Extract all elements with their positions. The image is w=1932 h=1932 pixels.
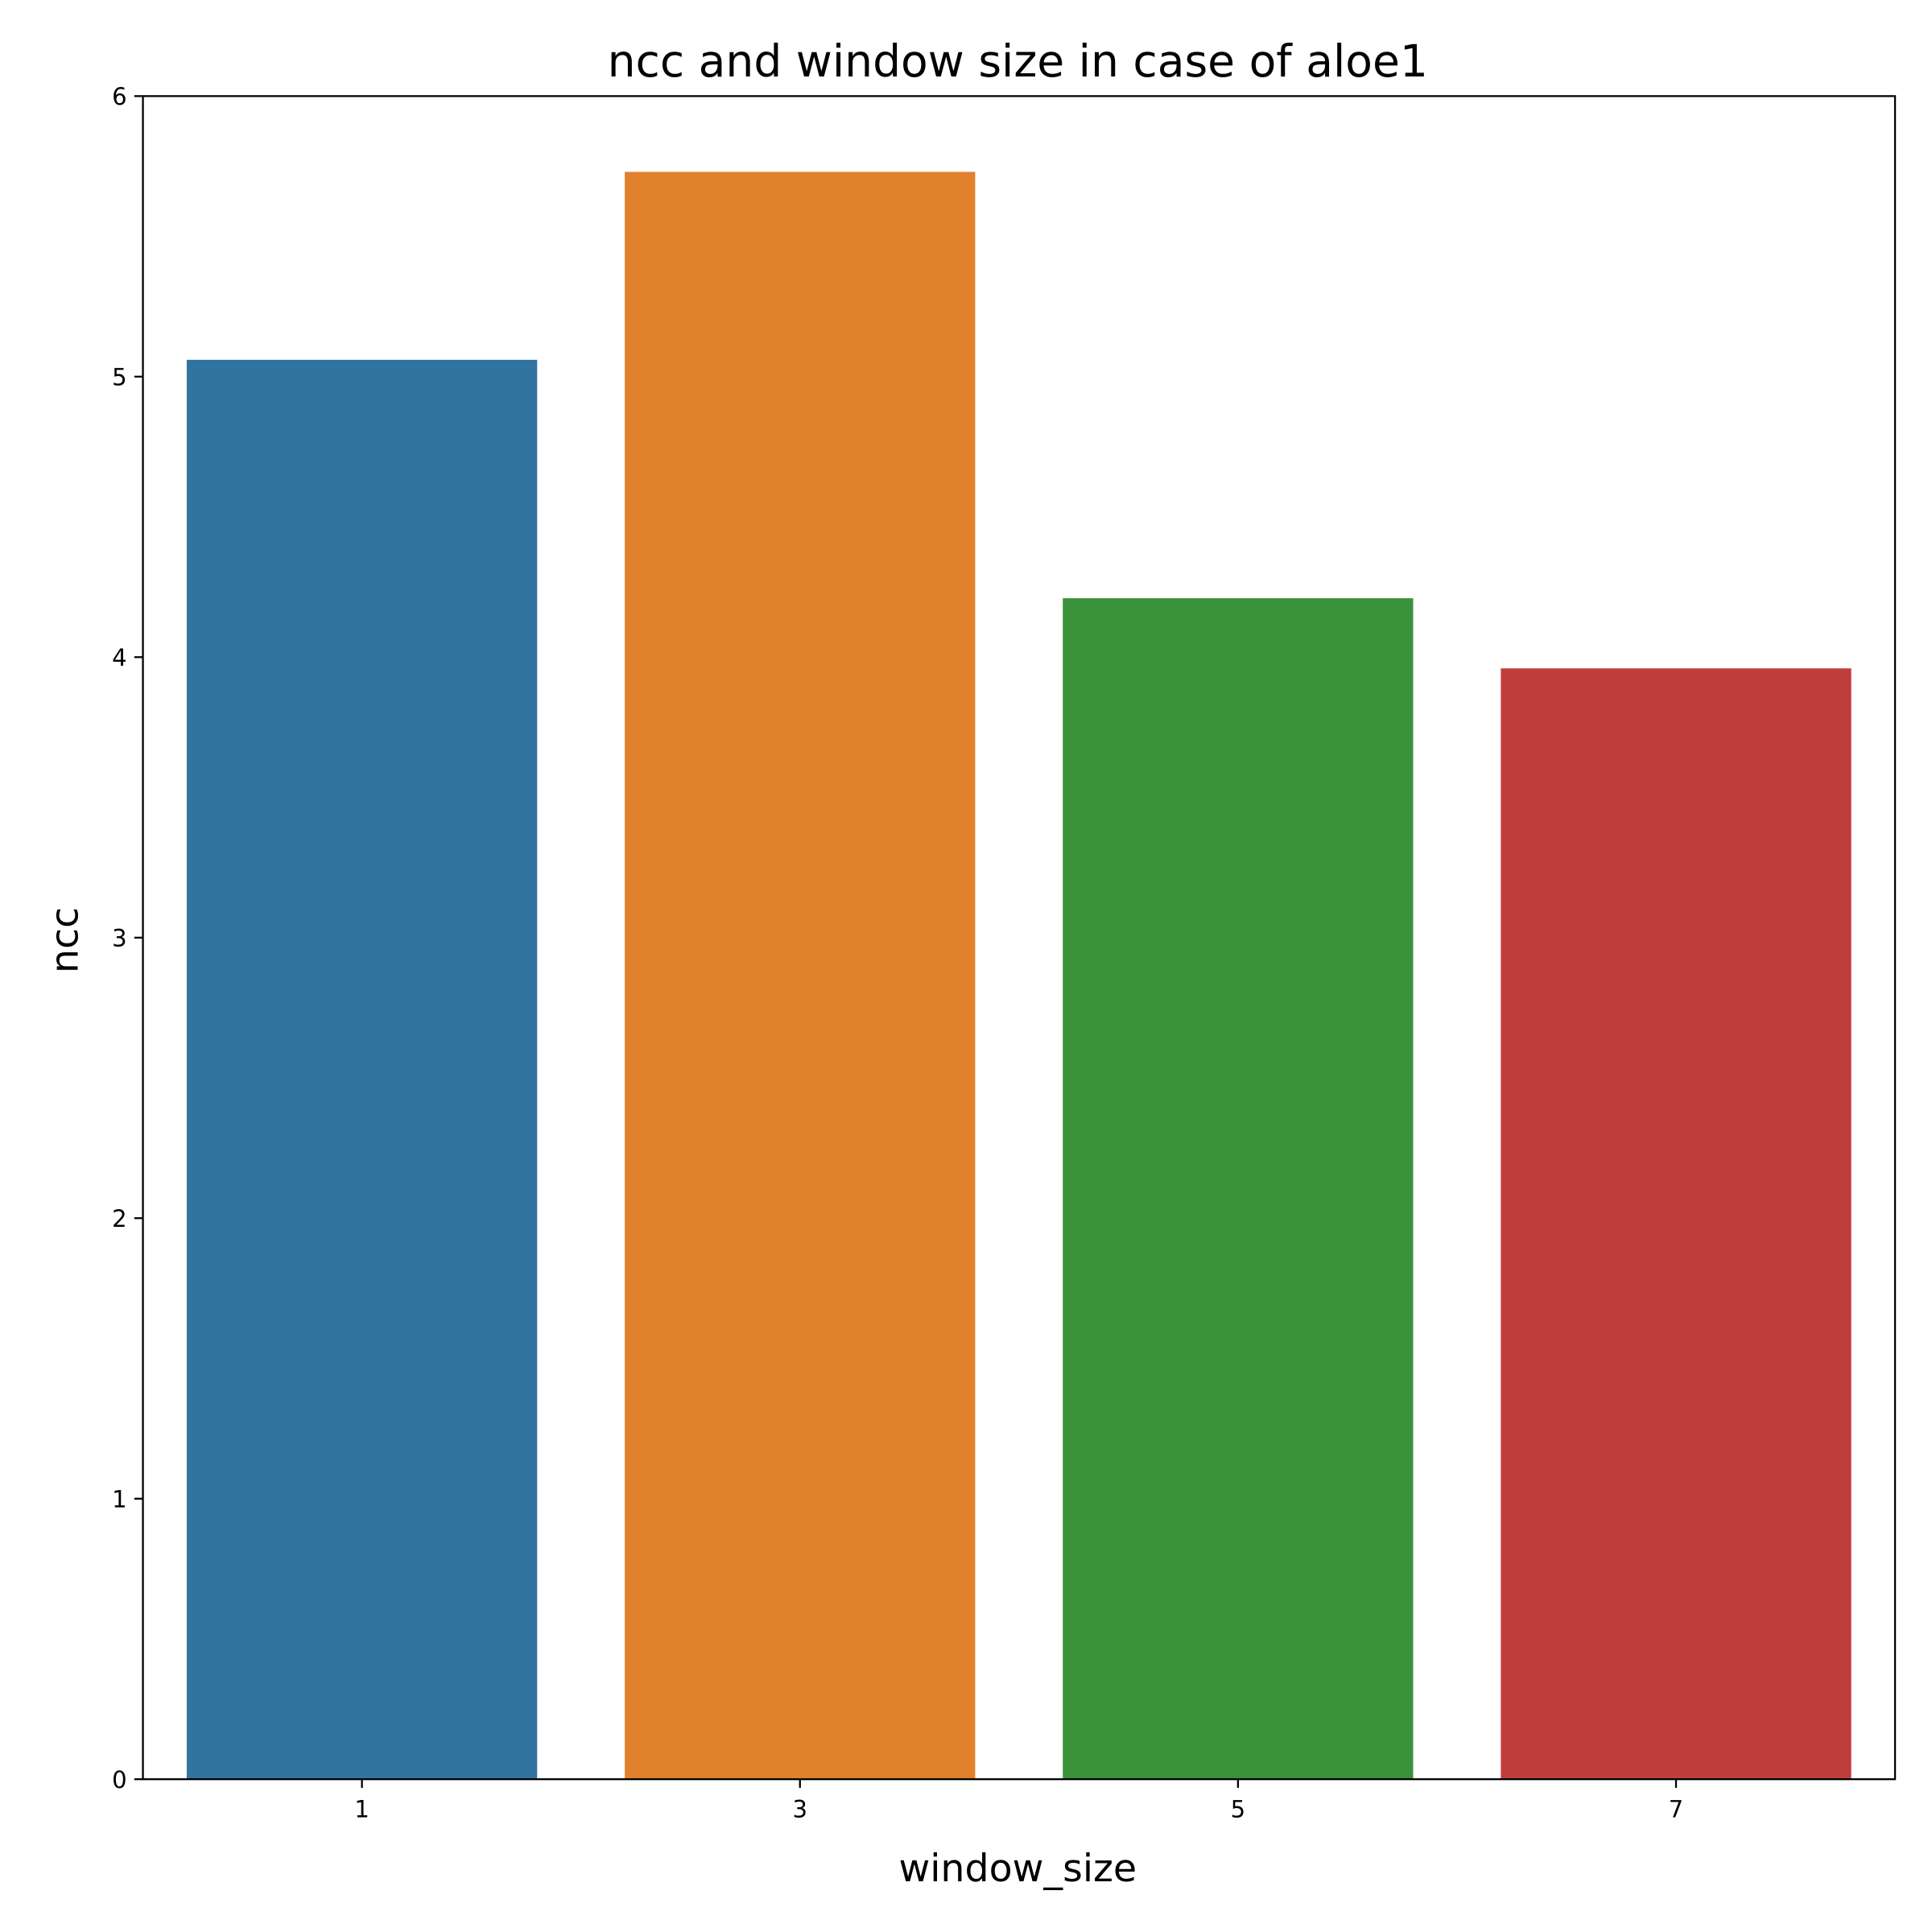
plot-area-frame	[142, 95, 1897, 1781]
y-tick-label: 3	[112, 925, 127, 952]
x-tick-label: 5	[1231, 1796, 1246, 1823]
x-tick-label: 1	[354, 1796, 369, 1823]
y-tick-label: 2	[112, 1205, 127, 1232]
x-axis-title: window_size	[898, 1847, 1137, 1891]
y-tick-label: 6	[112, 83, 127, 110]
y-tick-label: 5	[112, 364, 127, 391]
x-axis: 1 3 5 7	[354, 1779, 1683, 1823]
bars-group	[186, 171, 1852, 1780]
bar-1	[186, 359, 538, 1780]
chart-title: ncc and window size in case of aloe1	[608, 35, 1428, 87]
x-tick-label: 3	[792, 1796, 807, 1823]
bar-5	[1063, 598, 1414, 1780]
bar-7	[1501, 668, 1852, 1780]
y-axis: 0 1 2 3 4 5 6	[112, 83, 143, 1794]
y-tick-label: 0	[112, 1766, 127, 1794]
bar-3	[625, 171, 976, 1780]
y-tick-label: 4	[112, 644, 127, 671]
x-tick-label: 7	[1669, 1796, 1684, 1823]
y-tick-label: 1	[112, 1485, 127, 1513]
y-axis-title: ncc	[43, 907, 87, 973]
